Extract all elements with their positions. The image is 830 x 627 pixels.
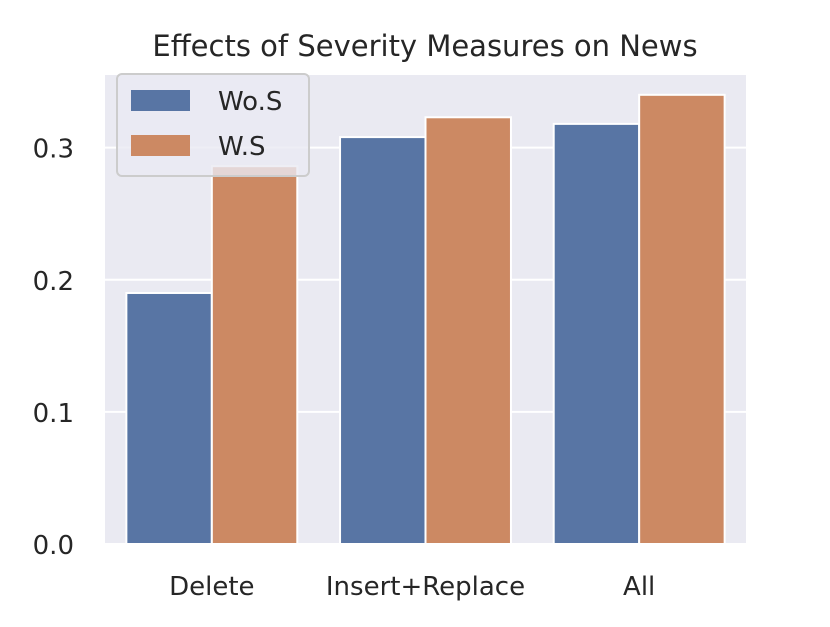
x-tick-label: Insert+Replace: [326, 572, 525, 602]
bar: [638, 93, 726, 546]
x-tick-label: Delete: [169, 572, 254, 602]
legend-label: W.S: [218, 132, 266, 162]
bars: [125, 93, 726, 546]
legend-label: Wo.S: [218, 87, 282, 117]
y-axis-ticks: 0.0 0.1 0.2 0.3: [33, 135, 74, 561]
x-tick-label: All: [623, 572, 655, 602]
y-tick-label: 0.3: [33, 135, 74, 165]
y-tick-label: 0.0: [33, 531, 74, 561]
x-axis-ticks: Delete Insert+Replace All: [169, 572, 655, 602]
bar: [210, 165, 299, 545]
legend-swatch: [131, 90, 190, 111]
legend-swatch: [131, 135, 190, 156]
legend: Wo.S W.S: [116, 73, 310, 177]
y-tick-label: 0.2: [33, 267, 74, 297]
y-tick-label: 0.1: [33, 399, 74, 429]
bar: [424, 116, 512, 545]
chart-title: Effects of Severity Measures on News: [152, 29, 697, 63]
bar: [339, 136, 427, 545]
bar: [125, 291, 213, 545]
bar: [552, 122, 641, 546]
